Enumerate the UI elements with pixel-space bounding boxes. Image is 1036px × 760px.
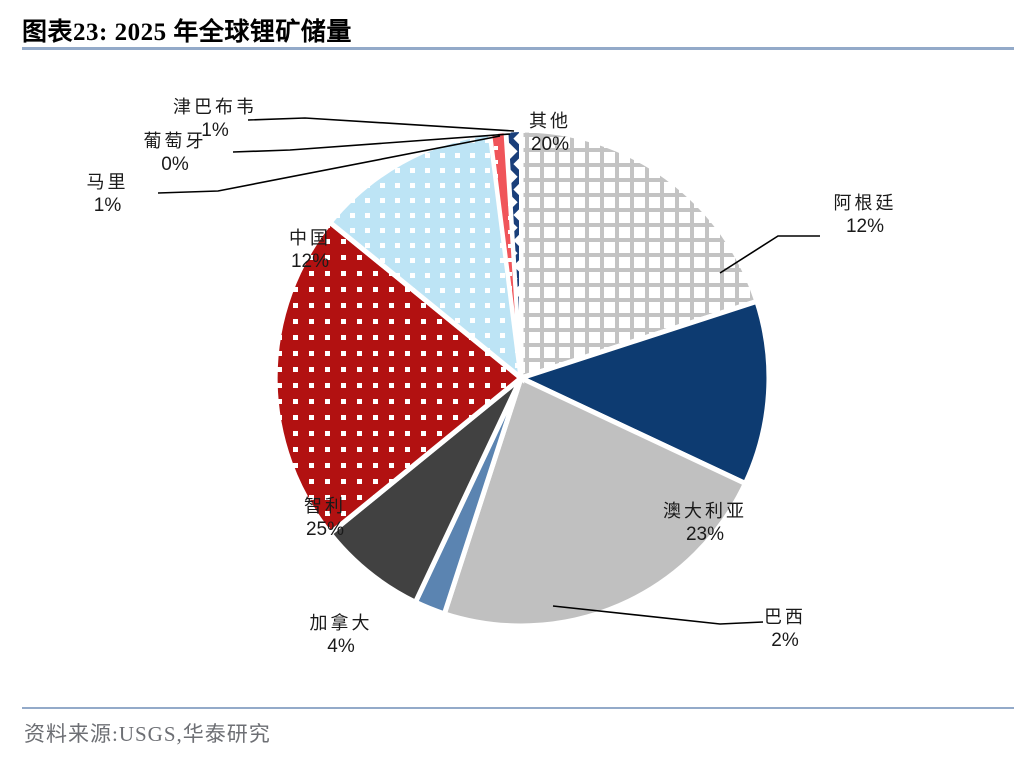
leader-lines: [157, 117, 820, 625]
slice-argentina[interactable]: [514, 298, 772, 487]
leader-line-portugal: [232, 133, 511, 153]
slice-chile[interactable]: [272, 218, 525, 538]
footer-divider: [22, 707, 1014, 709]
leader-line-brazil: [552, 605, 764, 625]
slice-other[interactable]: [518, 127, 761, 382]
slice-china[interactable]: [326, 130, 525, 384]
source-note: 资料来源:USGS,华泰研究: [24, 722, 271, 746]
leader-line-argentina: [719, 235, 820, 274]
page-title: 图表23: 2025 年全球锂矿储量: [22, 19, 352, 46]
header-divider: [22, 47, 1014, 50]
slice-australia[interactable]: [441, 374, 749, 629]
leader-line-mali: [157, 135, 501, 194]
pie-chart-svg: [157, 117, 820, 629]
pie-slices: [272, 127, 772, 629]
pie-chart: 津巴布韦 1% 葡萄牙 0% 马里 1% 中国 12% 其他 20% 阿根廷 1…: [0, 58, 1036, 703]
leader-line-zimbabwe: [247, 117, 515, 132]
